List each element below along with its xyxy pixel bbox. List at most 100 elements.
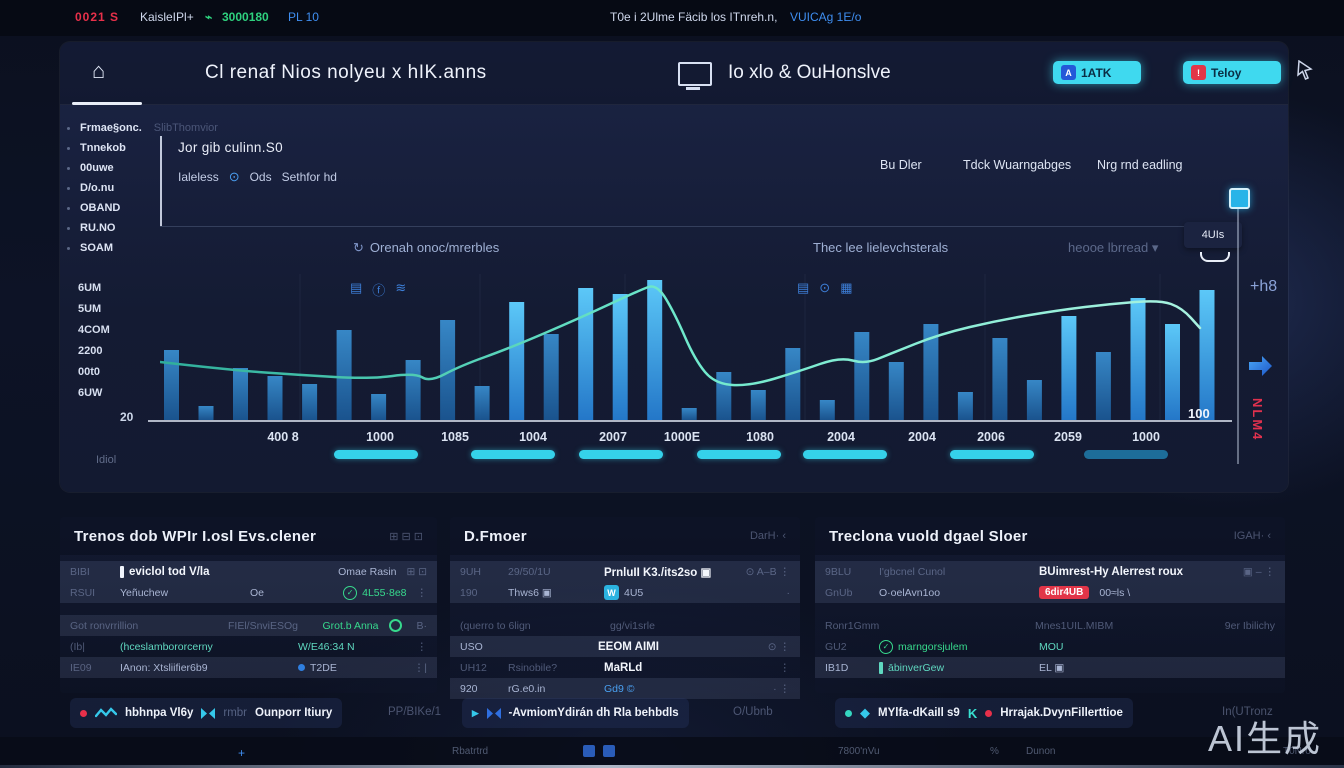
- table-row[interactable]: UH12 Rsinobile? MaRLd ⋮: [450, 657, 800, 678]
- sidebar-item[interactable]: Frmae§onc. SlibThomvior: [76, 118, 218, 138]
- chart-bar: [888, 362, 904, 420]
- scroll-pill[interactable]: [1084, 450, 1168, 459]
- bar-line-chart: [160, 274, 1215, 420]
- scroll-pill[interactable]: [803, 450, 887, 459]
- card-header: ⌂ Cl renaf Nios nolyeu x hIK.anns Io xlo…: [60, 42, 1288, 105]
- panel-title: Trenos dob WPIr I.osl Evs.clener: [74, 527, 317, 545]
- table-cell: IAnon: Xtsliifier6b9: [120, 661, 208, 674]
- sidebar-item[interactable]: 00uwe: [76, 158, 218, 178]
- sidebar-item[interactable]: SOAM: [76, 238, 218, 258]
- table-cell: 9BLU: [825, 565, 852, 578]
- home-icon[interactable]: ⌂: [92, 58, 106, 83]
- chart-bar: [957, 392, 973, 420]
- chart-bar: [1095, 352, 1111, 420]
- table-row[interactable]: GnUb O·oelAvn1oo 6dir4UB 00≈ls \: [815, 582, 1285, 603]
- table-row[interactable]: IE09 IAnon: Xtsliifier6b9 T2DE ⋮|: [60, 657, 437, 678]
- x-axis-tick: 2004: [827, 430, 855, 444]
- sidebar-item[interactable]: Tnnekob: [76, 138, 218, 158]
- axis-origin-label: Idiol: [96, 454, 117, 466]
- legend-group[interactable]: ◆ MYlfa-dKaiIl s9 K Hrrajak.DvynFillerttioe: [835, 698, 1133, 728]
- legend-dot-icon: [845, 709, 852, 717]
- table-cell: BIBI: [70, 565, 90, 578]
- tool-icon[interactable]: ▦: [840, 280, 853, 295]
- sidebar-item[interactable]: D/o.nu: [76, 178, 218, 198]
- table-cell: T2DE: [298, 662, 337, 674]
- table-row[interactable]: 9BLU I'gbcnel Cunol BUimrest-Hy Alerrest r…: [815, 561, 1285, 582]
- sidebar-item[interactable]: OBAND: [76, 198, 218, 218]
- table-row[interactable]: (Ib| (hceslambororcerny W/E46:34 N ⋮: [60, 636, 437, 657]
- table-cell: I'gbcnel Cunol: [879, 565, 946, 578]
- filter-option-2[interactable]: Ods: [249, 170, 272, 184]
- legend-loose-label: O/Ubnb: [733, 706, 773, 718]
- chart-header-mid: Thec lee lielevchsterals: [813, 240, 949, 255]
- legend-group[interactable]: ▸ -AvmiomYdirán dh Rla behbdls: [462, 698, 689, 728]
- chart-bar: [647, 280, 663, 420]
- chart-bar: [1026, 380, 1042, 420]
- chart-bar: [405, 360, 421, 420]
- panel-title-actions[interactable]: DarH· ‹: [749, 530, 786, 542]
- table-cell: ābinverGew: [879, 661, 1029, 674]
- table-row[interactable]: Got ronvrrillion FIEl/SnviESOg Grot.b Anna…: [60, 615, 437, 636]
- legend-group[interactable]: hbhnpa Vl6y rmbr Ounporr Itiury: [70, 698, 343, 728]
- button1-badge: A: [1061, 65, 1076, 80]
- table-row[interactable]: Ronr1Gmm Mnes1UIL.MIBM 9er Ibilichy: [815, 615, 1285, 636]
- chart-bar: [992, 338, 1008, 420]
- table-row[interactable]: GU2 ✓ marngorsjulem MOU: [815, 636, 1285, 657]
- panel-title-actions[interactable]: ⊞ ⊟ ⊡: [389, 530, 423, 543]
- scroll-pill[interactable]: [697, 450, 781, 459]
- filter-option-1[interactable]: Ialeless: [178, 170, 219, 184]
- footer-item[interactable]: 7800'nVu: [838, 746, 880, 757]
- table-cell: (Ib|: [70, 640, 85, 653]
- table-cell: BUimrest-Hy Alerrest roux: [1039, 565, 1184, 578]
- tool-icon[interactable]: ▤: [350, 280, 363, 295]
- footer-item[interactable]: T0Nro: [1283, 746, 1311, 757]
- scroll-pill[interactable]: [950, 450, 1034, 459]
- chart-tool-icons-left[interactable]: ▤ ⓕ ≋: [350, 280, 406, 299]
- table-row[interactable]: 920 rG.e0.in Gd9 © · ⋮: [450, 678, 800, 699]
- footer-square-icon[interactable]: [583, 745, 595, 757]
- axis-zero-label: 20: [120, 410, 134, 424]
- link-bu-dler[interactable]: Bu Dler: [880, 158, 922, 172]
- tool-icon[interactable]: ⊙: [819, 280, 831, 295]
- footer-item[interactable]: %: [990, 746, 999, 757]
- scroll-pill[interactable]: [579, 450, 663, 459]
- scroll-pill[interactable]: [471, 450, 555, 459]
- action-button-2[interactable]: ! Teloy: [1183, 61, 1281, 84]
- scroll-pill[interactable]: [334, 450, 418, 459]
- table-row[interactable]: IB1D ābinverGew EL ▣: [815, 657, 1285, 678]
- watermark: AI生成: [1207, 718, 1322, 759]
- data-panel: Treclona vuold dgael Sloer IGAH· ‹ 9BLU I'g…: [815, 517, 1285, 693]
- link-tdck[interactable]: Tdck Wuarngabges: [963, 158, 1072, 172]
- chart-header-right[interactable]: heooe lbrread ▾: [1068, 240, 1159, 255]
- x-axis-tick: 1000: [1132, 430, 1160, 444]
- chart-bar: [198, 406, 214, 420]
- next-arrow-button[interactable]: [1246, 352, 1274, 380]
- chart-bar: [923, 324, 939, 420]
- table-row[interactable]: 190 Thws6 ▣ W 4U5 ·: [450, 582, 800, 603]
- footer-square-icon[interactable]: [603, 745, 615, 757]
- footer-item[interactable]: Rbatrtrd: [452, 746, 489, 757]
- table-row[interactable]: (querro to 6lign gg/vi1srle: [450, 615, 800, 636]
- tool-icon[interactable]: ≋: [395, 280, 407, 295]
- table-row[interactable]: 9UH 29/50/1U PrnluII K3./its2so ▣ ⊙ A–B ⋮: [450, 561, 800, 582]
- tool-icon[interactable]: ▤: [797, 280, 810, 295]
- footer-item[interactable]: Dunon: [1026, 746, 1056, 757]
- table-row[interactable]: BIBI eviclol tod V/la Omae Rasin ⊞ ⊡: [60, 561, 437, 582]
- bowtie-icon: [201, 707, 216, 719]
- filter-option-3[interactable]: Sethfor hd: [281, 170, 337, 184]
- slider-tooltip: 4UIs: [1184, 222, 1242, 248]
- action-button-1[interactable]: A 1ATK: [1053, 61, 1141, 84]
- link-nrg[interactable]: Nrg rnd eadling: [1097, 158, 1183, 172]
- range-slider-handle[interactable]: [1229, 188, 1250, 209]
- chart-tool-icons-right[interactable]: ▤ ⊙ ▦: [797, 280, 853, 296]
- topbar-message: T0e i 2Ulme Fäcib los ITnreh.n,: [610, 10, 778, 24]
- table-row[interactable]: RSUI Yeñuchew Oe ✓ 4L55·8e8 ⋮: [60, 582, 437, 603]
- chart-bar: [785, 348, 801, 420]
- footer-item[interactable]: +: [238, 746, 246, 760]
- table-cell: Got ronvrrillion: [70, 619, 139, 632]
- table-row[interactable]: USO EEOM AIMI ⊙ ⋮: [450, 636, 800, 657]
- tool-icon[interactable]: ⓕ: [372, 283, 386, 298]
- panel-title-actions[interactable]: IGAH· ‹: [1233, 530, 1271, 542]
- sidebar-item[interactable]: RU.NO: [76, 218, 218, 238]
- table-cell: USO: [460, 640, 483, 653]
